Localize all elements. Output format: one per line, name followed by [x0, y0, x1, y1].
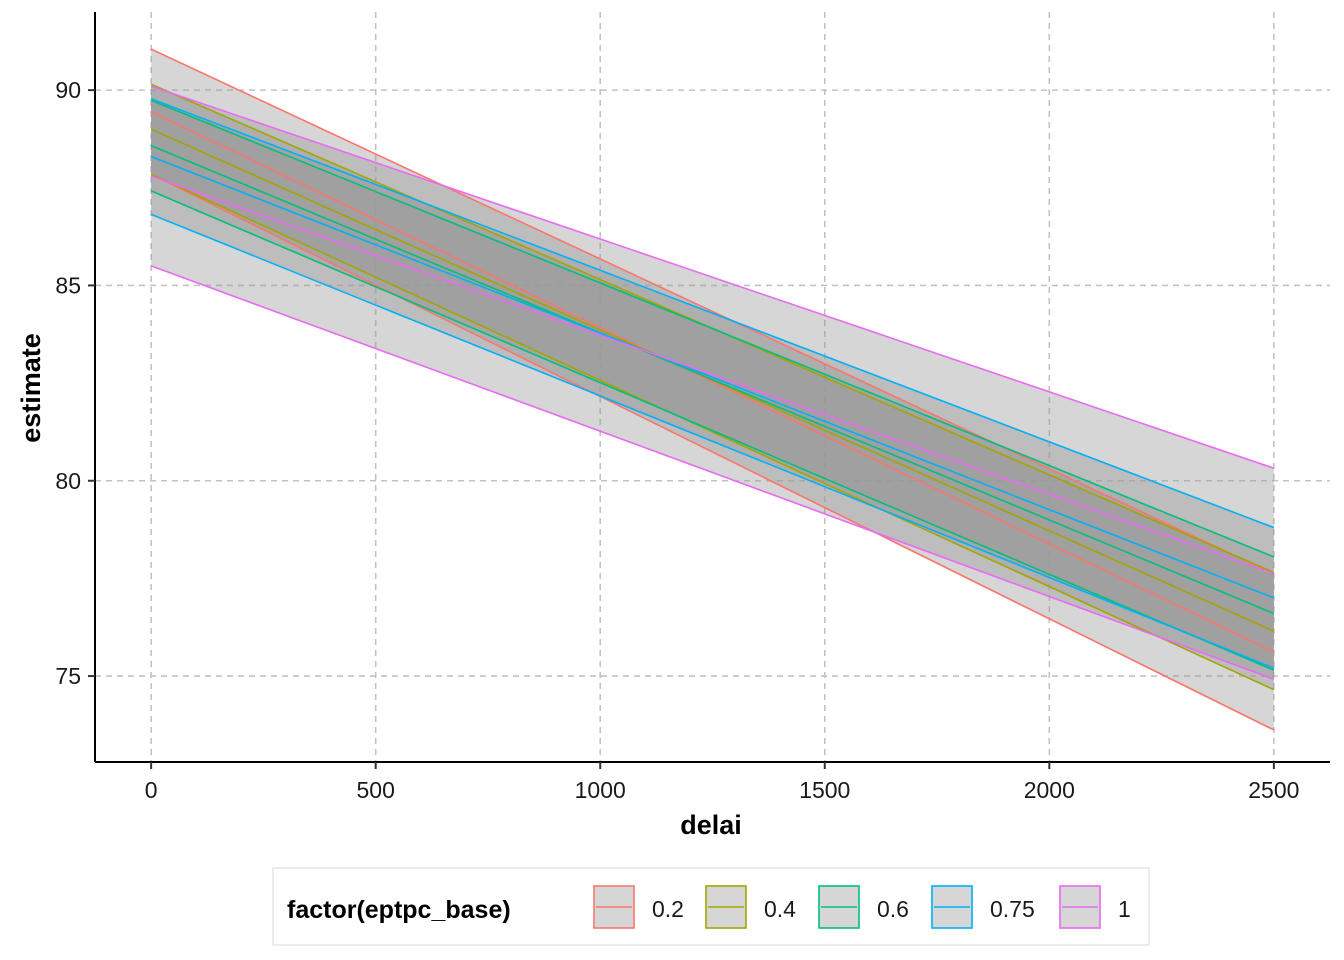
series-lines — [150, 48, 1275, 731]
x-tick-label-0: 0 — [145, 777, 158, 803]
line-upper-0.75 — [150, 97, 1275, 529]
y-tick-label-2: 85 — [55, 272, 81, 298]
axes — [88, 12, 1330, 769]
ribbon-0.4 — [151, 84, 1274, 690]
ribbon-0.6 — [151, 100, 1274, 671]
y-tick-label-3: 90 — [55, 77, 81, 103]
x-tick-label-3: 1500 — [799, 777, 850, 803]
legend-items: 0.2 0.4 0.6 0.75 1 — [593, 885, 1131, 929]
line-upper-0.6 — [150, 99, 1275, 558]
line-estimate-0.2 — [150, 110, 1275, 653]
legend-item-1: 1 — [1059, 885, 1131, 929]
legend: factor(eptpc_base) 0.2 0.4 0.6 0.75 1 — [272, 867, 1150, 946]
line-lower-0.75 — [150, 213, 1275, 669]
line-estimate-0.6 — [150, 144, 1275, 615]
ribbon-1 — [151, 86, 1274, 680]
legend-item-0.4: 0.4 — [705, 885, 796, 929]
x-tick-label-5: 2500 — [1248, 777, 1299, 803]
tick-labels: 0 500 1000 1500 2000 2500 75 80 85 90 — [55, 77, 1299, 803]
legend-title: factor(eptpc_base) — [287, 896, 511, 924]
x-tick-label-2: 1000 — [575, 777, 626, 803]
legend-label-0.75: 0.75 — [990, 896, 1035, 922]
legend-label-1: 1 — [1118, 896, 1131, 922]
line-lower-0.4 — [150, 173, 1275, 691]
line-lower-0.6 — [150, 190, 1275, 671]
line-upper-0.2 — [150, 48, 1275, 575]
legend-label-0.6: 0.6 — [877, 896, 909, 922]
ribbon-0.2 — [151, 49, 1274, 730]
ribbon-0.75 — [151, 98, 1274, 669]
legend-item-0.75: 0.75 — [931, 885, 1035, 929]
legend-item-0.2: 0.2 — [593, 885, 684, 929]
y-tick-label-1: 80 — [55, 468, 81, 494]
line-lower-0.2 — [150, 173, 1275, 731]
line-estimate-0.75 — [150, 155, 1275, 599]
legend-item-0.6: 0.6 — [818, 885, 909, 929]
confidence-ribbons — [151, 49, 1274, 730]
grid-lines — [95, 12, 1330, 762]
y-tick-label-0: 75 — [55, 663, 81, 689]
line-lower-1 — [150, 265, 1275, 680]
line-upper-1 — [150, 85, 1275, 470]
x-tick-label-4: 2000 — [1024, 777, 1075, 803]
line-estimate-1 — [150, 175, 1275, 575]
y-axis-title: estimate — [16, 333, 46, 443]
x-axis-title: delai — [680, 810, 742, 840]
legend-label-0.4: 0.4 — [764, 896, 796, 922]
x-tick-label-1: 500 — [356, 777, 394, 803]
legend-label-0.2: 0.2 — [652, 896, 684, 922]
